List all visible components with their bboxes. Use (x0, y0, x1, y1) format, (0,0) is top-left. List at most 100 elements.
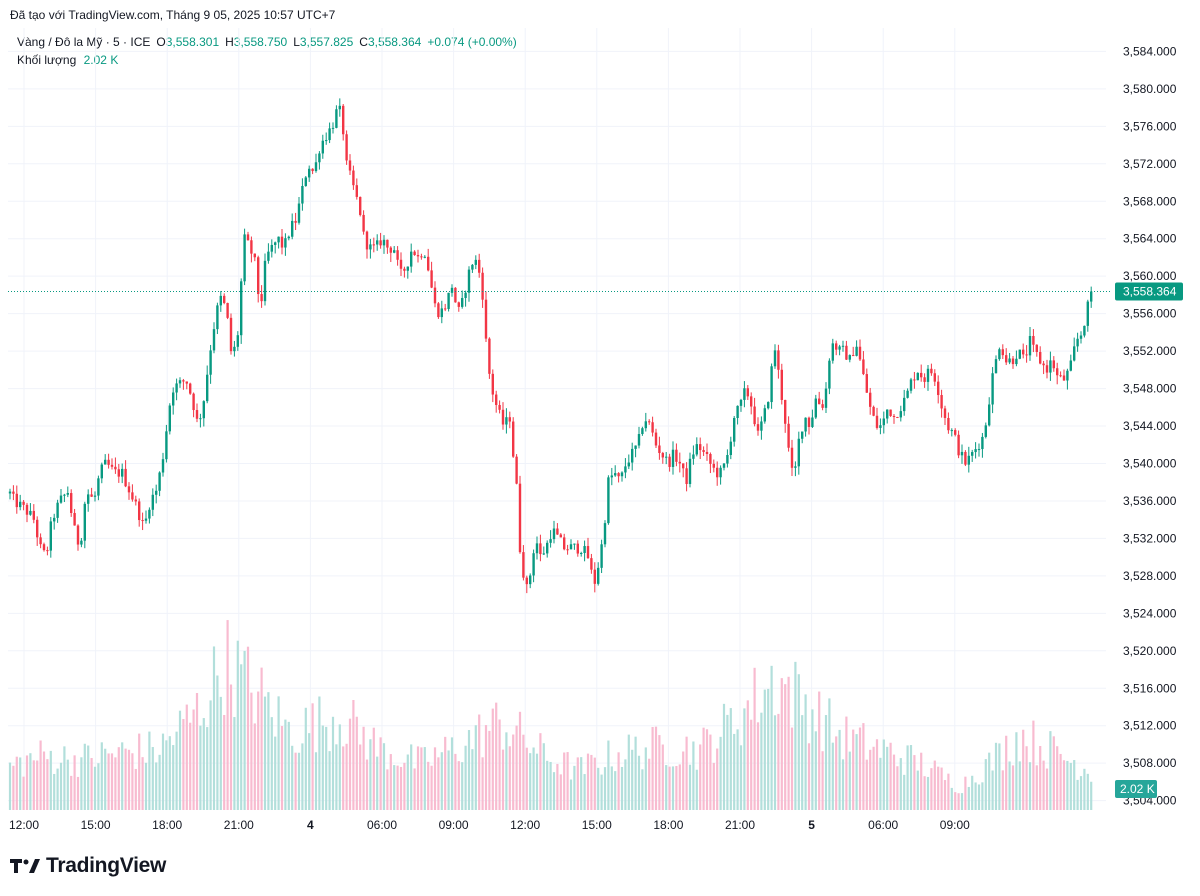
volume-bar (8, 762, 12, 810)
volume-bar (994, 742, 998, 810)
volume-bar (335, 744, 338, 810)
candle-body (393, 250, 396, 253)
candle-body (852, 355, 855, 357)
volume-bar (396, 765, 399, 810)
candle-body (1011, 358, 1015, 365)
candle-body (121, 468, 124, 477)
candle-body (573, 543, 576, 545)
volume-bar (620, 766, 624, 810)
candle-body (862, 359, 865, 375)
volume-bar (665, 765, 668, 810)
volume-bar (644, 747, 647, 810)
candle-body (253, 253, 256, 258)
candle-body (620, 472, 624, 477)
volume-bar (1062, 760, 1066, 810)
candle-body (682, 463, 685, 469)
candle-body (821, 404, 824, 408)
volume-bar (87, 745, 90, 810)
candle-body (83, 503, 86, 541)
candle-body (845, 345, 848, 360)
candle-body (413, 251, 416, 256)
volume-label[interactable]: Khối lượng (17, 53, 77, 67)
price-tick: 3,584.000 (1123, 44, 1177, 58)
volume-bar (1049, 731, 1052, 810)
candle-body (1025, 354, 1028, 356)
candle-body (1069, 360, 1072, 371)
candle-body (144, 518, 148, 521)
volume-bar (144, 762, 148, 810)
volume-bar (501, 749, 505, 810)
candle-body (913, 379, 916, 381)
volume-bar (372, 727, 375, 810)
high-label: H (225, 35, 234, 49)
candle-body (19, 501, 22, 508)
volume-bar (726, 714, 729, 810)
candle-body (297, 203, 301, 223)
price-tick: 3,568.000 (1123, 194, 1177, 208)
volume-bar (365, 759, 369, 810)
volume-bar (974, 782, 977, 810)
volume-bar (607, 740, 610, 810)
volume-bar (301, 743, 304, 810)
volume-bar (576, 757, 579, 810)
volume-bar (1086, 773, 1089, 810)
volume-bars (8, 620, 1093, 810)
candle-body (838, 346, 841, 350)
volume-bar (1005, 735, 1008, 810)
volume-bar (355, 716, 358, 810)
candle-body (260, 294, 263, 302)
volume-bar (835, 736, 838, 810)
volume-bar (668, 766, 671, 810)
volume-bar (848, 751, 851, 810)
volume-bar (199, 725, 202, 810)
candle-body (699, 444, 702, 451)
volume-bar (457, 761, 460, 810)
candle-body (648, 421, 651, 423)
price-tick: 3,528.000 (1123, 569, 1177, 583)
volume-bar (954, 792, 957, 810)
volume-bar (763, 689, 766, 810)
candle-body (641, 428, 644, 435)
volume-bar (1056, 746, 1059, 810)
volume-bar (750, 719, 753, 810)
candle-body (1032, 336, 1035, 345)
volume-bar (433, 747, 437, 810)
volume-bar (53, 773, 56, 810)
candle-body (566, 549, 569, 551)
candle-body (505, 417, 508, 425)
candle-body (906, 390, 909, 398)
volume-bar (1076, 779, 1079, 810)
candle-body (280, 236, 284, 248)
price-tick: 3,556.000 (1123, 307, 1177, 321)
chart-grid (8, 28, 1106, 810)
volume-bar (311, 703, 314, 810)
symbol-title[interactable]: Vàng / Đô la Mỹ · 5 · ICE (17, 35, 151, 49)
volume-bar (821, 751, 824, 810)
candle-body (831, 343, 834, 361)
price-axis[interactable]: 3,584.000 3,580.000 3,576.000 3,572.000 3,56… (1123, 44, 1177, 807)
volume-bar (182, 719, 185, 810)
price-chart[interactable]: 3,584.000 3,580.000 3,576.000 3,572.000 3,56… (0, 0, 1200, 845)
candle-body (29, 510, 32, 515)
volume-bar (1039, 745, 1042, 810)
candle-body (610, 475, 613, 478)
volume-bar (784, 684, 787, 810)
volume-bar (280, 726, 284, 810)
time-tick: 09:00 (439, 818, 469, 832)
volume-bar (998, 743, 1001, 810)
volume-bar (505, 732, 508, 810)
candle-body (1015, 358, 1018, 365)
candle-body (709, 454, 712, 464)
candle-body (56, 502, 59, 518)
volume-bar (127, 749, 131, 810)
time-tick: 5 (808, 818, 815, 832)
candle-body (1059, 375, 1062, 377)
candle-body (12, 491, 15, 494)
candle-body (988, 404, 991, 426)
volume-bar (403, 762, 406, 810)
volume-bar (739, 745, 743, 810)
time-axis[interactable]: 12:00 15:00 18:00 21:00 4 06:00 09:00 12:00 15:0… (9, 818, 970, 832)
candle-body (712, 463, 715, 468)
candle-body (614, 473, 617, 476)
candle-body (233, 346, 236, 352)
